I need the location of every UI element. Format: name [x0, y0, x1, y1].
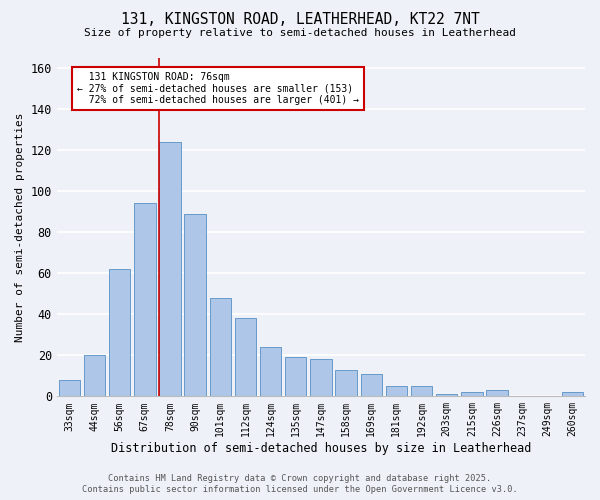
Bar: [84, 356, 105, 397]
Bar: [260, 347, 281, 397]
Bar: [386, 386, 407, 396]
Bar: [209, 298, 231, 396]
Y-axis label: Number of semi-detached properties: Number of semi-detached properties: [15, 112, 25, 342]
Text: Contains HM Land Registry data © Crown copyright and database right 2025.
Contai: Contains HM Land Registry data © Crown c…: [82, 474, 518, 494]
Text: 131, KINGSTON ROAD, LEATHERHEAD, KT22 7NT: 131, KINGSTON ROAD, LEATHERHEAD, KT22 7N…: [121, 12, 479, 28]
Bar: [461, 392, 482, 396]
Bar: [59, 380, 80, 396]
Bar: [411, 386, 432, 396]
X-axis label: Distribution of semi-detached houses by size in Leatherhead: Distribution of semi-detached houses by …: [111, 442, 531, 455]
Bar: [436, 394, 457, 396]
Bar: [109, 269, 130, 396]
Bar: [335, 370, 357, 396]
Bar: [310, 360, 332, 397]
Bar: [134, 204, 155, 396]
Bar: [285, 358, 307, 397]
Bar: [486, 390, 508, 396]
Bar: [562, 392, 583, 396]
Bar: [159, 142, 181, 396]
Bar: [184, 214, 206, 396]
Text: 131 KINGSTON ROAD: 76sqm
← 27% of semi-detached houses are smaller (153)
  72% o: 131 KINGSTON ROAD: 76sqm ← 27% of semi-d…: [77, 72, 359, 105]
Bar: [235, 318, 256, 396]
Text: Size of property relative to semi-detached houses in Leatherhead: Size of property relative to semi-detach…: [84, 28, 516, 38]
Bar: [361, 374, 382, 396]
